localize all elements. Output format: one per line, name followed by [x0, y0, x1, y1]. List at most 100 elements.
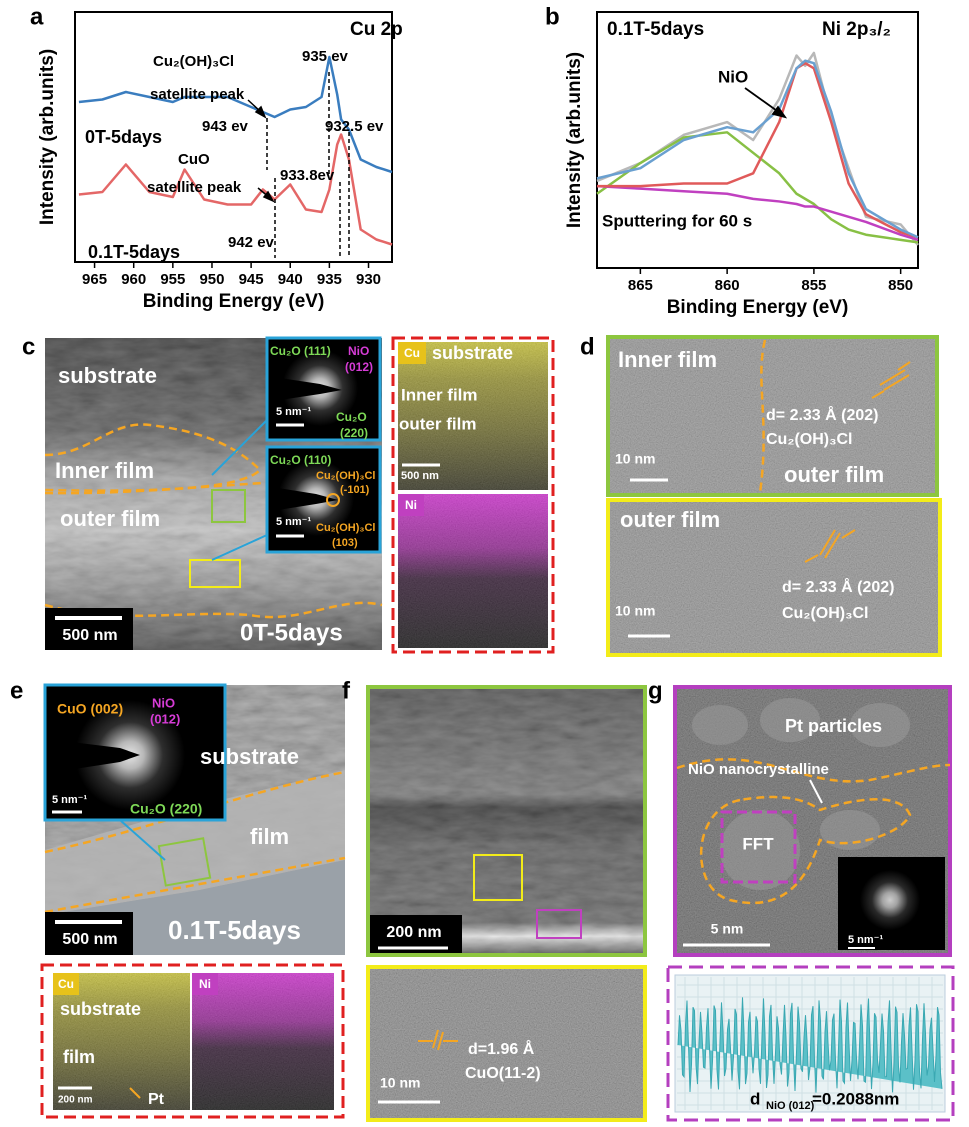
x-axis-label: Binding Energy (eV): [143, 291, 325, 312]
label: (012): [345, 360, 373, 374]
beam-stop: [278, 488, 338, 510]
region-box: [157, 837, 212, 887]
texture: [370, 969, 643, 1118]
label-bg: [192, 973, 218, 995]
x-tick-label: 855: [801, 277, 826, 294]
arrow: [809, 779, 823, 804]
label: d=1.96 Å: [468, 1039, 535, 1058]
label: outer film: [399, 414, 476, 433]
panel-label: f: [342, 677, 351, 704]
x-tick-label: 930: [356, 271, 381, 288]
label: outer film: [620, 507, 720, 532]
annotation: Cu₂(OH)₃Cl: [153, 53, 234, 70]
region-box: [189, 559, 241, 588]
label: Cu₂O (110): [270, 453, 331, 467]
x-tick-label: 960: [121, 271, 146, 288]
beam-stop: [55, 740, 140, 772]
scale-bg: [45, 912, 133, 955]
label-bg: [398, 494, 424, 516]
label-bg: [398, 342, 426, 364]
eds-frame: [391, 336, 555, 654]
panel-label: a: [30, 3, 44, 30]
lattice-marker: [804, 529, 856, 563]
panel-label: g: [648, 677, 663, 704]
label: CuO(11-2): [465, 1065, 541, 1082]
annotation: CuO: [178, 151, 210, 168]
plot-frame: [74, 11, 393, 263]
scale-label: 5 nm⁻¹: [276, 406, 311, 418]
label: 0T-5days: [240, 619, 343, 646]
panel-label: d: [580, 333, 595, 360]
fft-box: [720, 810, 797, 884]
label: (-101): [340, 484, 370, 496]
label: =0.2088nm: [812, 1089, 899, 1108]
arrow: [744, 87, 788, 119]
label: Cu: [58, 977, 74, 991]
plot-frame: [596, 11, 919, 269]
x-tick-label: 940: [278, 271, 303, 288]
scale-bg: [45, 608, 133, 650]
scale-label: 10 nm: [615, 603, 655, 619]
x-tick-label: 955: [160, 271, 185, 288]
interface-line: [758, 339, 767, 494]
panel-label: b: [545, 3, 560, 30]
arrows: [247, 99, 275, 203]
x-tick-label: 965: [82, 271, 107, 288]
label: substrate: [432, 343, 513, 363]
scale-label: 200 nm: [58, 1095, 93, 1106]
label: outer film: [60, 506, 160, 531]
series-line: [78, 55, 393, 174]
interface-lines: [676, 758, 951, 905]
label: Cu₂(OH)₃Cl: [766, 431, 853, 448]
annotation: 943 ev: [202, 118, 249, 135]
label: Cu₂(OH)₃Cl: [782, 605, 869, 622]
label: NiO (012): [766, 1100, 815, 1112]
label: Pt particles: [785, 716, 882, 736]
region-box: [536, 909, 582, 939]
scale-label: 5 nm⁻¹: [848, 934, 883, 946]
series-line: [596, 59, 919, 239]
texture: [370, 689, 643, 953]
region-box: [211, 489, 246, 523]
series-line: [596, 184, 919, 242]
label: NiO: [152, 695, 175, 710]
label: (012): [150, 711, 180, 726]
annotation: satellite peak: [150, 86, 245, 103]
eds-frame: [40, 963, 345, 1119]
label: substrate: [60, 999, 141, 1019]
panel-label: e: [10, 677, 23, 704]
series-label: 0T-5days: [85, 127, 162, 147]
label: (103): [332, 537, 358, 549]
label: Inner film: [401, 385, 478, 404]
label: Cu₂(OH)₃Cl: [316, 470, 375, 482]
x-tick-label: 935: [317, 271, 342, 288]
label: d= 2.33 Å (202): [782, 577, 895, 596]
series-label: 0.1T-5days: [88, 242, 180, 262]
label: Ni: [405, 498, 417, 512]
scale-label: 5 nm⁻¹: [276, 516, 311, 528]
texture: [610, 339, 935, 493]
panel-label: c: [22, 333, 35, 360]
x-tick-label: 850: [888, 277, 913, 294]
label: CuO (002): [57, 701, 123, 717]
label: (220): [340, 426, 368, 440]
label: d= 2.33 Å (202): [766, 405, 879, 424]
scale-label: 5 nm⁻¹: [52, 794, 87, 806]
callout-line: [119, 819, 166, 861]
label: Inner film: [55, 458, 154, 483]
label-bg: [53, 973, 79, 995]
texture: [192, 973, 334, 1110]
intensity-profile: [677, 997, 943, 1093]
label: substrate: [58, 363, 157, 388]
label: film: [250, 824, 289, 849]
profile-frame: [666, 965, 955, 1122]
y-axis-label: Intensity (arb.units): [564, 52, 585, 228]
chart-title: Cu 2p: [350, 19, 403, 40]
scale-label: 5 nm: [711, 921, 744, 937]
scale-label: 500 nm: [401, 470, 439, 482]
peak-markers: [266, 72, 350, 258]
label: NiO nanocrystalline: [688, 761, 829, 778]
ring-marker: [326, 493, 340, 507]
x-tick-label: 860: [715, 277, 740, 294]
